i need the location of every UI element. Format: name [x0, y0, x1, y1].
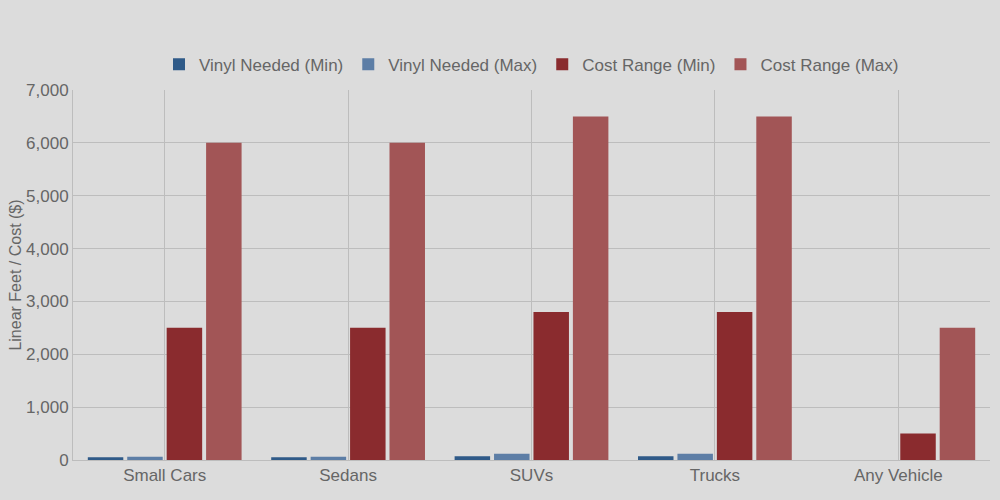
svg-text:Cost Range (Max): Cost Range (Max) — [760, 56, 898, 75]
svg-text:6,000: 6,000 — [26, 134, 69, 153]
svg-text:4,000: 4,000 — [26, 240, 69, 259]
svg-text:Trucks: Trucks — [690, 466, 740, 485]
svg-text:Small Cars: Small Cars — [123, 466, 206, 485]
svg-text:Vinyl Needed (Min): Vinyl Needed (Min) — [199, 56, 343, 75]
svg-text:Linear Feet / Cost ($): Linear Feet / Cost ($) — [7, 199, 24, 350]
svg-text:3,000: 3,000 — [26, 292, 69, 311]
svg-text:2,000: 2,000 — [26, 345, 69, 364]
svg-text:Sedans: Sedans — [319, 466, 377, 485]
svg-text:5,000: 5,000 — [26, 187, 69, 206]
svg-text:Cost Range (Min): Cost Range (Min) — [582, 56, 715, 75]
svg-text:SUVs: SUVs — [510, 466, 553, 485]
svg-text:Vinyl Needed (Max): Vinyl Needed (Max) — [388, 56, 537, 75]
svg-text:7,000: 7,000 — [26, 81, 69, 100]
svg-text:Any Vehicle: Any Vehicle — [854, 466, 943, 485]
svg-text:0: 0 — [59, 451, 68, 470]
svg-text:1,000: 1,000 — [26, 398, 69, 417]
